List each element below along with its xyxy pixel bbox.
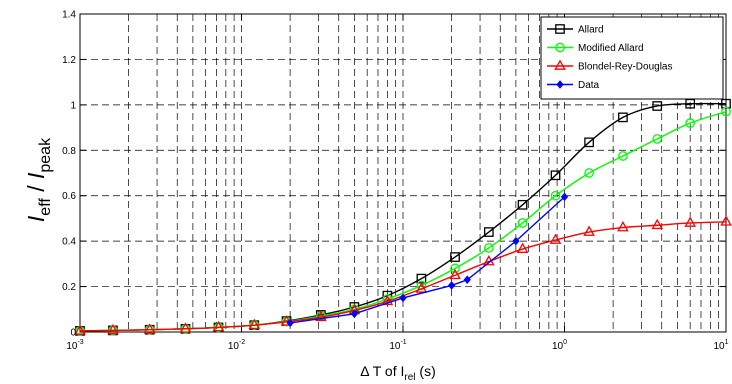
y-tick-label: 0.4 — [62, 237, 76, 248]
data-point — [721, 106, 731, 117]
legend-marker — [555, 24, 565, 34]
data-point — [560, 192, 569, 202]
data-point — [512, 236, 520, 246]
data-point — [584, 168, 594, 178]
data-point — [583, 225, 595, 236]
data-point — [449, 268, 461, 280]
legend-marker — [555, 42, 565, 53]
data-point — [450, 252, 460, 262]
data-point — [212, 320, 225, 332]
data-point — [651, 218, 664, 230]
data-point — [685, 98, 696, 109]
y-axis-title-a: I — [23, 215, 49, 222]
y-axis-title-sep: / — [23, 179, 49, 198]
y-tick-label: 0 — [70, 328, 76, 339]
data-point — [483, 243, 494, 253]
x-axis-title-suffix: (s) — [416, 363, 436, 379]
data-point — [74, 324, 86, 335]
data-point — [179, 322, 192, 333]
y-axis-title-a-sub: eff — [37, 198, 54, 216]
data-point — [618, 151, 628, 161]
legend-marker — [556, 80, 564, 89]
data-point — [399, 293, 407, 303]
data-point — [381, 294, 394, 306]
data-point — [685, 118, 696, 128]
data-point — [684, 216, 696, 227]
data-point — [107, 323, 119, 335]
y-axis-title-b: I — [23, 172, 49, 179]
x-axis-title-sub: rel — [404, 372, 415, 383]
series-data — [286, 192, 569, 328]
x-tick-label: 101 — [713, 339, 728, 352]
axes — [79, 13, 727, 333]
x-tick-label: 10-1 — [389, 339, 406, 352]
x-tick-label: 10-3 — [66, 339, 83, 352]
data-point — [652, 134, 663, 144]
legend-marker — [554, 59, 566, 70]
data-point — [143, 323, 156, 334]
data-point — [382, 290, 393, 301]
data-point — [517, 199, 528, 210]
x-tick-label: 10-2 — [228, 339, 245, 352]
legend-label: Blondel-Rey-Douglas — [578, 62, 673, 73]
y-tick-label: 0.6 — [62, 191, 76, 202]
data-point — [550, 190, 561, 201]
series-layer — [74, 98, 732, 336]
x-tick-label: 100 — [552, 339, 567, 352]
data-point — [483, 227, 494, 237]
data-point — [447, 281, 456, 290]
y-tick-label: 0.2 — [62, 282, 76, 293]
data-point — [549, 233, 562, 244]
data-point — [350, 309, 359, 319]
y-tick-label: 0.8 — [62, 146, 76, 157]
data-point — [248, 318, 261, 330]
data-point — [550, 170, 561, 181]
legend-box — [540, 16, 724, 100]
data-point — [517, 218, 528, 228]
data-point — [720, 215, 732, 226]
y-tick-label: 1.4 — [62, 10, 76, 21]
data-point — [516, 242, 529, 253]
legend-label: Modified Allard — [578, 43, 644, 54]
tick-labels: 10-3 10-2 10-1 100 101 0 0.2 0.4 0.6 0.8 1 1.2 1.4 — [62, 10, 729, 353]
data-point — [618, 112, 628, 123]
y-tick-label: 1 — [70, 100, 76, 111]
data-point — [315, 310, 327, 322]
data-point — [450, 263, 460, 274]
data-point — [584, 137, 594, 148]
y-tick-label: 1.2 — [62, 55, 76, 66]
legend-label: Data — [578, 80, 600, 91]
legend-label: Allard — [578, 25, 604, 36]
legend: Allard Modified Allard Blondel-Rey-Douglas… — [540, 16, 724, 100]
data-point — [416, 280, 427, 291]
y-axis-title-b-sub: peak — [37, 137, 54, 173]
data-point — [286, 318, 294, 328]
x-axis-title-prefix: Δ T of I — [360, 363, 404, 379]
y-axis-title: Ieff / Ipeak — [23, 137, 54, 222]
data-point — [652, 101, 663, 111]
x-axis-title: Δ T of Irel (s) — [360, 363, 435, 383]
data-point — [617, 220, 629, 232]
data-point — [463, 275, 471, 285]
data-point — [415, 282, 428, 293]
